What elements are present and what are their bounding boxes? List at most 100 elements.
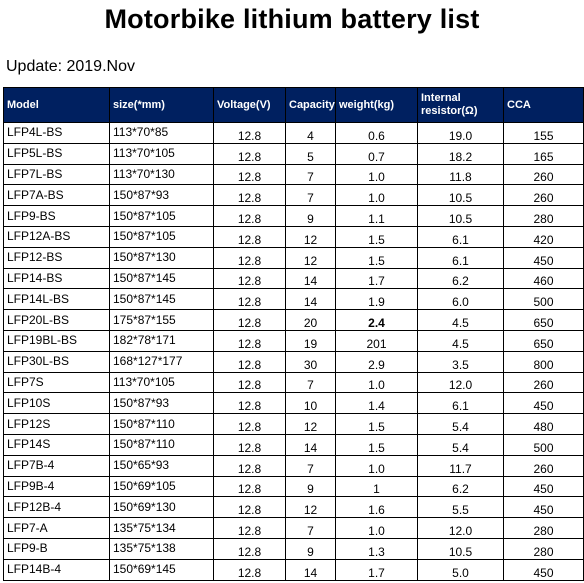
- cell-internal-resistor: 4.5: [417, 309, 504, 331]
- cell-weight: 1.0: [335, 184, 418, 207]
- cell-weight: 2.9: [335, 350, 418, 373]
- cell-weight: 0.6: [335, 122, 418, 144]
- cell-size: 135*75*134: [109, 517, 214, 539]
- page-title: Motorbike lithium battery list: [104, 4, 480, 34]
- table-row: LFP7-A 135*75*134 12.8 7 1.0 12.0 280: [3, 517, 584, 539]
- cell-weight: 1.4: [335, 392, 418, 415]
- cell-cca: 460: [503, 267, 584, 290]
- cell-model: LFP30L-BS: [3, 350, 110, 373]
- cell-cca: 280: [503, 205, 584, 227]
- cell-model: LFP20L-BS: [3, 309, 110, 331]
- cell-internal-resistor: 10.5: [417, 184, 504, 207]
- table-row: LFP5L-BS 113*70*105 12.8 5 0.7 18.2 165: [3, 142, 584, 165]
- cell-weight: 1.5: [335, 413, 418, 435]
- cell-internal-resistor: 5.5: [417, 496, 504, 519]
- cell-capacity: 14: [285, 267, 336, 290]
- cell-size: 175*87*155: [109, 309, 214, 331]
- cell-capacity: 4: [285, 122, 336, 144]
- cell-model: LFP12-BS: [3, 246, 110, 269]
- cell-cca: 260: [503, 163, 584, 186]
- header-capacity: Capacity(Ah): [285, 87, 336, 123]
- cell-capacity: 14: [285, 558, 336, 581]
- cell-model: LFP5L-BS: [3, 142, 110, 165]
- cell-cca: 650: [503, 329, 584, 352]
- cell-internal-resistor: 6.0: [417, 288, 504, 311]
- cell-size: 150*87*93: [109, 392, 214, 415]
- cell-voltage: 12.8: [213, 163, 286, 186]
- header-weight: weight(kg): [335, 87, 418, 123]
- cell-cca: 280: [503, 517, 584, 539]
- cell-voltage: 12.8: [213, 558, 286, 581]
- table-row: LFP12B-4 150*69*130 12.8 12 1.6 5.5 450: [3, 496, 584, 519]
- cell-cca: 165: [503, 142, 584, 165]
- cell-capacity: 9: [285, 205, 336, 227]
- table-row: LFP14L-BS 150*87*145 12.8 14 1.9 6.0 500: [3, 288, 584, 311]
- cell-size: 113*70*130: [109, 163, 214, 186]
- table-row: LFP9-BS 150*87*105 12.8 9 1.1 10.5 280: [3, 205, 584, 227]
- cell-weight: 1.5: [335, 225, 418, 248]
- cell-voltage: 12.8: [213, 371, 286, 394]
- cell-model: LFP14B-4: [3, 558, 110, 581]
- cell-size: 150*87*145: [109, 267, 214, 290]
- cell-internal-resistor: 10.5: [417, 205, 504, 227]
- cell-size: 150*87*105: [109, 205, 214, 227]
- cell-capacity: 7: [285, 371, 336, 394]
- cell-internal-resistor: 18.2: [417, 142, 504, 165]
- cell-internal-resistor: 5.4: [417, 433, 504, 456]
- cell-voltage: 12.8: [213, 288, 286, 311]
- cell-size: 150*69*130: [109, 496, 214, 519]
- header-cca: CCA: [503, 87, 584, 123]
- cell-size: 113*70*105: [109, 371, 214, 394]
- cell-capacity: 5: [285, 142, 336, 165]
- cell-cca: 260: [503, 371, 584, 394]
- cell-size: 113*70*85: [109, 122, 214, 144]
- table-row: LFP9B-4 150*69*105 12.8 9 1 6.2 450: [3, 475, 584, 498]
- cell-internal-resistor: 6.2: [417, 475, 504, 498]
- cell-capacity: 7: [285, 517, 336, 539]
- cell-capacity: 12: [285, 496, 336, 519]
- table-row: LFP9-B 135*75*138 12.8 9 1.3 10.5 280: [3, 537, 584, 560]
- table-row: LFP14S 150*87*110 12.8 14 1.5 5.4 500: [3, 433, 584, 456]
- table-row: LFP12A-BS 150*87*105 12.8 12 1.5 6.1 420: [3, 225, 584, 248]
- cell-size: 150*87*145: [109, 288, 214, 311]
- cell-internal-resistor: 6.2: [417, 267, 504, 290]
- cell-voltage: 12.8: [213, 475, 286, 498]
- cell-model: LFP19BL-BS: [3, 329, 110, 352]
- table-row: LFP7B-4 150*65*93 12.8 7 1.0 11.7 260: [3, 454, 584, 477]
- cell-cca: 450: [503, 246, 584, 269]
- cell-voltage: 12.8: [213, 184, 286, 207]
- cell-cca: 800: [503, 350, 584, 373]
- cell-size: 135*75*138: [109, 537, 214, 560]
- cell-capacity: 14: [285, 288, 336, 311]
- cell-weight: 1.0: [335, 517, 418, 539]
- cell-weight: 1.7: [335, 267, 418, 290]
- cell-weight: 2.4: [335, 309, 418, 331]
- cell-internal-resistor: 6.1: [417, 392, 504, 415]
- cell-weight: 0.7: [335, 142, 418, 165]
- cell-cca: 450: [503, 475, 584, 498]
- cell-voltage: 12.8: [213, 122, 286, 144]
- cell-size: 182*78*171: [109, 329, 214, 352]
- cell-model: LFP14L-BS: [3, 288, 110, 311]
- cell-voltage: 12.8: [213, 454, 286, 477]
- cell-model: LFP12S: [3, 413, 110, 435]
- cell-cca: 450: [503, 496, 584, 519]
- cell-capacity: 7: [285, 163, 336, 186]
- cell-cca: 420: [503, 225, 584, 248]
- cell-capacity: 10: [285, 392, 336, 415]
- cell-model: LFP14-BS: [3, 267, 110, 290]
- cell-model: LFP9-BS: [3, 205, 110, 227]
- cell-voltage: 12.8: [213, 517, 286, 539]
- cell-capacity: 12: [285, 246, 336, 269]
- cell-cca: 650: [503, 309, 584, 331]
- battery-table: Model size(*mm) Voltage(V) Capacity(Ah) …: [3, 87, 584, 581]
- cell-size: 150*69*145: [109, 558, 214, 581]
- update-date: Update: 2019.Nov: [6, 58, 135, 75]
- cell-cca: 450: [503, 558, 584, 581]
- cell-cca: 480: [503, 413, 584, 435]
- cell-size: 168*127*177: [109, 350, 214, 373]
- table-row: LFP12S 150*87*110 12.8 12 1.5 5.4 480: [3, 413, 584, 435]
- cell-weight: 1.7: [335, 558, 418, 581]
- cell-weight: 1.3: [335, 537, 418, 560]
- cell-voltage: 12.8: [213, 413, 286, 435]
